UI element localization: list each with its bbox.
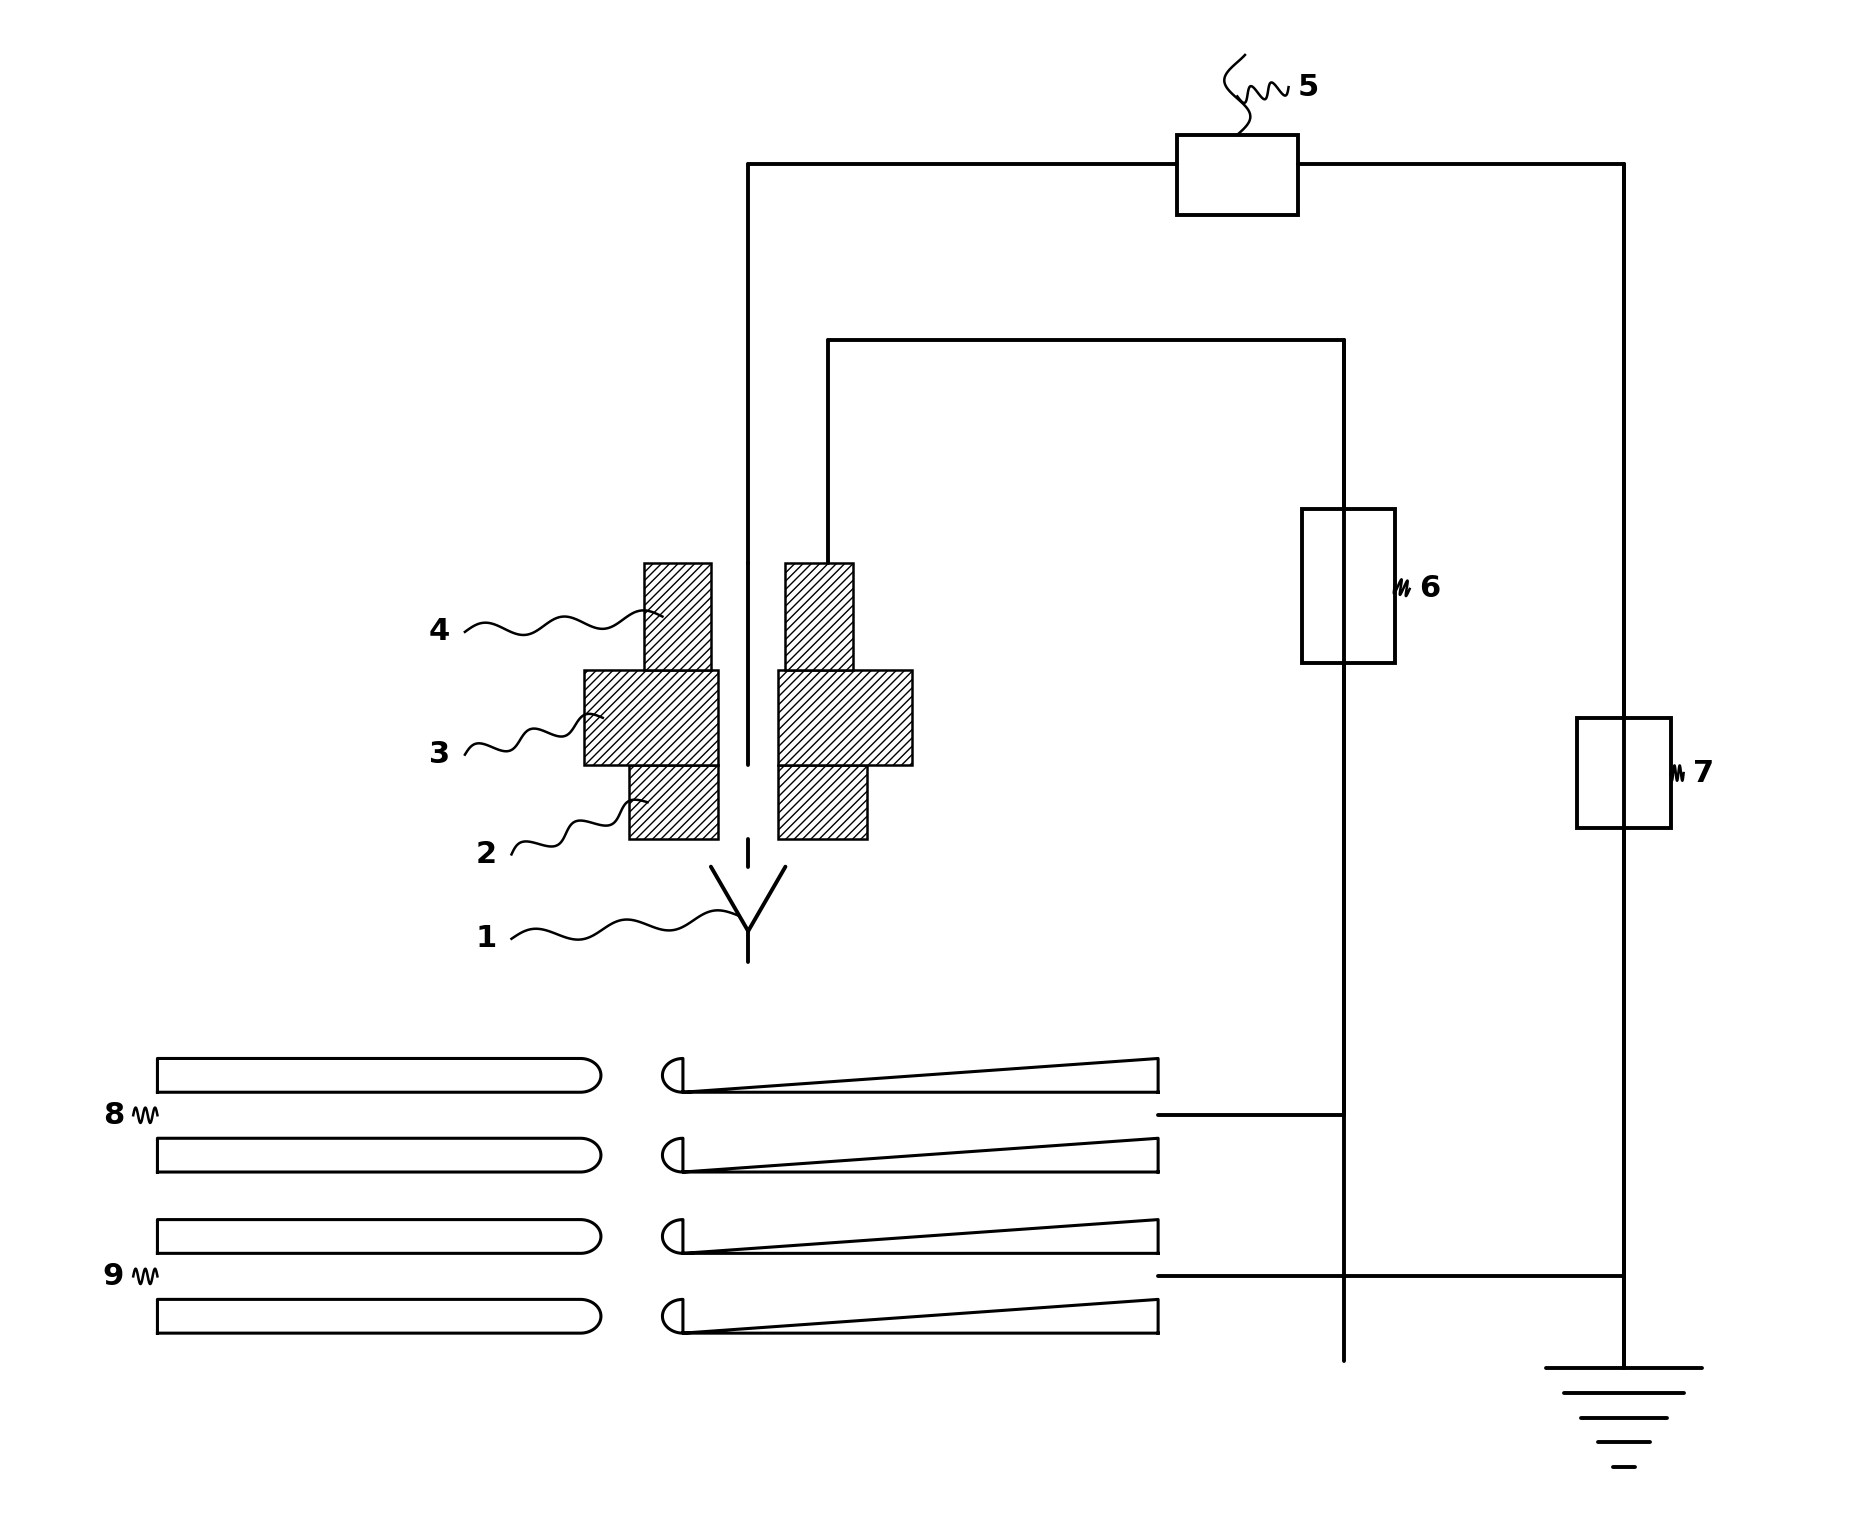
Polygon shape (662, 1220, 1159, 1254)
Polygon shape (662, 1300, 1159, 1334)
Bar (585, 670, 718, 765)
Polygon shape (157, 1220, 602, 1254)
Text: 5: 5 (1297, 72, 1320, 102)
Bar (1301, 510, 1394, 662)
Polygon shape (662, 1058, 1159, 1092)
Text: 6: 6 (1419, 574, 1441, 604)
Text: 8: 8 (103, 1101, 123, 1130)
Bar (1177, 134, 1297, 214)
Polygon shape (662, 1138, 1159, 1172)
Text: 3: 3 (428, 741, 450, 768)
Bar (778, 670, 912, 765)
Bar (643, 562, 710, 670)
Polygon shape (157, 1300, 602, 1334)
Text: 2: 2 (475, 839, 497, 869)
Text: 7: 7 (1693, 759, 1714, 787)
Bar (778, 765, 867, 839)
Text: 1: 1 (475, 924, 497, 953)
Polygon shape (157, 1138, 602, 1172)
Text: 9: 9 (103, 1261, 123, 1291)
Bar (785, 562, 852, 670)
Bar (628, 765, 718, 839)
Polygon shape (157, 1058, 602, 1092)
Text: 4: 4 (428, 618, 450, 647)
Bar (1577, 718, 1671, 829)
